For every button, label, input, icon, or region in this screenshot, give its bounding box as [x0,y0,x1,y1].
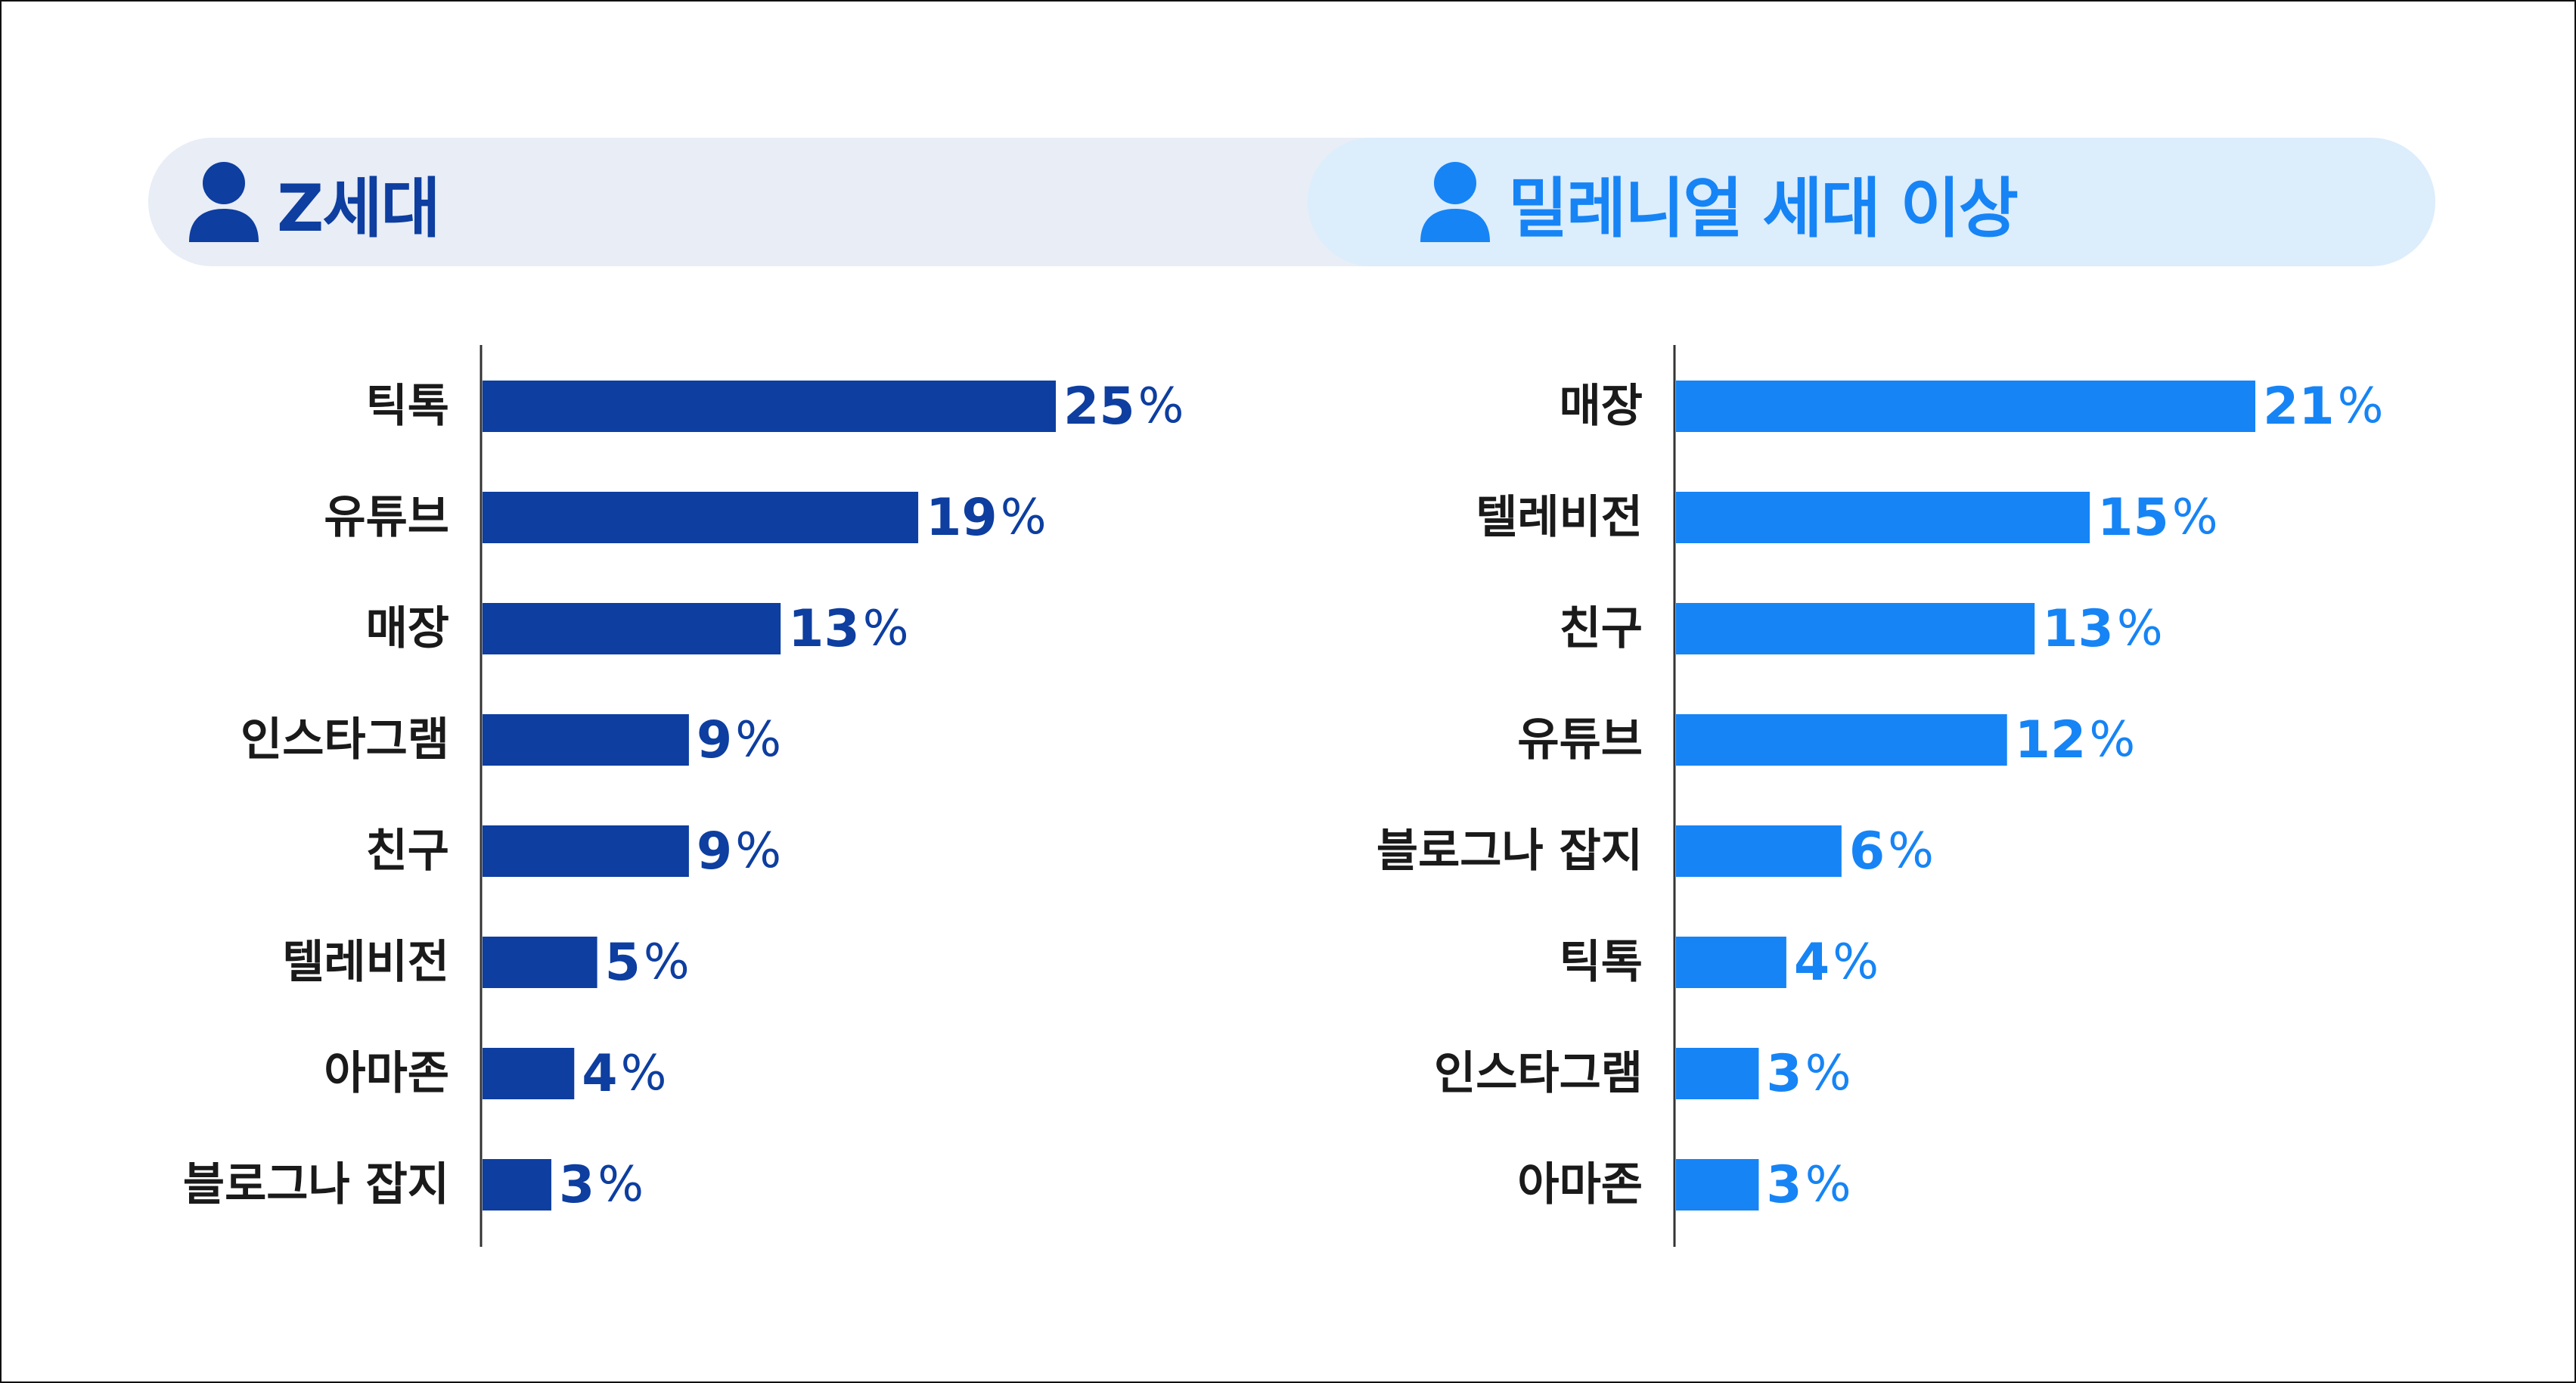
bar [1676,603,2035,654]
category-label: 아마존 [324,1047,449,1100]
bar [1676,381,2255,432]
person-icon [1420,162,1490,242]
value-label: 9% [697,710,781,770]
z-generation-bar-chart: 틱톡 25% 유튜브 19% 매장 13% 인스타그램 9% 친구 9% 텔레비전 5% 아마존 4% 블로… [183,345,1184,1247]
value-label: 4% [582,1044,666,1104]
value-label: 15% [2097,488,2218,548]
bar [483,825,689,877]
person-icon [189,162,259,242]
category-label: 틱톡 [366,380,449,433]
millennial-bar-chart: 매장 21% 텔레비전 15% 친구 13% 유튜브 12% 블로그나 잡지 6% 틱톡 4% 인스타그… [1376,345,2383,1247]
value-label: 13% [2042,599,2162,659]
value-label: 9% [697,822,781,881]
header-banner: Z세대 밀레니얼 세대 이상 [148,138,2435,266]
value-label: 4% [1794,933,1879,993]
value-label: 5% [605,933,690,993]
bar [483,603,781,654]
bar [483,381,1056,432]
bar [1676,1159,1759,1211]
value-label: 3% [559,1155,644,1215]
bar [1676,825,1842,877]
category-label: 텔레비전 [1476,491,1643,544]
value-label: 6% [1849,822,1934,881]
header-z-generation: Z세대 [188,138,441,266]
bar [483,492,919,543]
header-banner-right [1308,138,2435,266]
bar [1676,714,2007,766]
category-label: 유튜브 [324,491,449,544]
bar [483,1048,575,1099]
bar [483,1159,551,1211]
bar [1676,1048,1759,1099]
value-label: 3% [1766,1044,1851,1104]
header-right-title: 밀레니얼 세대 이상 [1508,170,2019,247]
category-label: 인스타그램 [241,713,449,766]
value-label: 3% [1766,1155,1851,1215]
bar [1676,937,1786,988]
category-label: 유튜브 [1517,713,1643,766]
bar [483,937,597,988]
category-label: 친구 [366,825,449,878]
value-label: 19% [926,488,1046,548]
category-label: 블로그나 잡지 [1376,825,1643,878]
header-millennial-generation: 밀레니얼 세대 이상 [1419,138,2019,266]
category-label: 아마존 [1517,1158,1643,1211]
bar [483,714,689,766]
value-label: 21% [2263,377,2383,437]
category-label: 틱톡 [1560,936,1643,989]
category-label: 텔레비전 [282,936,449,989]
header-left-title: Z세대 [277,170,441,247]
value-label: 25% [1063,377,1184,437]
value-label: 13% [788,599,908,659]
category-label: 매장 [1560,380,1643,433]
category-label: 매장 [366,602,449,655]
category-label: 친구 [1560,602,1643,655]
value-label: 12% [2015,710,2135,770]
category-label: 블로그나 잡지 [183,1158,449,1211]
category-label: 인스타그램 [1434,1047,1643,1100]
bar [1676,492,2090,543]
